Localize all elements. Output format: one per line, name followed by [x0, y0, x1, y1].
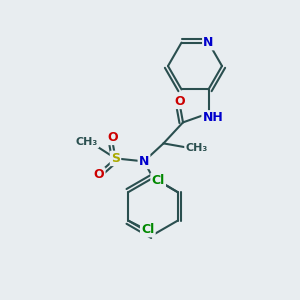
Text: N: N [139, 155, 149, 168]
Text: CH₃: CH₃ [76, 137, 98, 147]
Text: O: O [94, 168, 104, 182]
Text: O: O [107, 131, 118, 144]
Text: NH: NH [202, 111, 224, 124]
Text: S: S [111, 152, 120, 165]
Text: Cl: Cl [152, 174, 165, 187]
Text: CH₃: CH₃ [185, 143, 208, 153]
Text: N: N [203, 36, 214, 49]
Text: Cl: Cl [141, 223, 154, 236]
Text: O: O [175, 95, 185, 108]
